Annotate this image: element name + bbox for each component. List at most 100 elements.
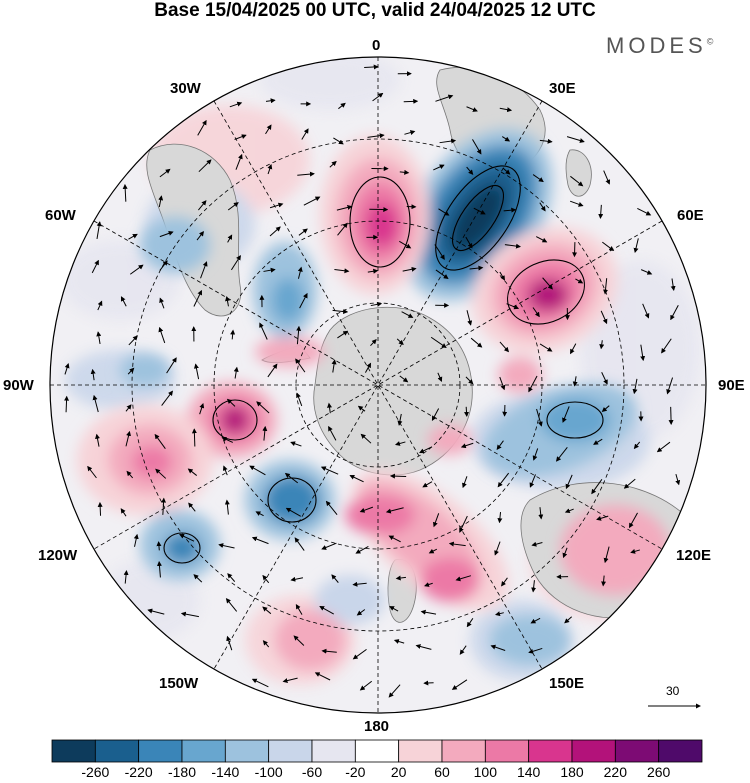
wind-arrow <box>338 102 346 110</box>
wind-arrow <box>331 359 337 373</box>
wind-arrow <box>539 343 553 352</box>
wind-arrow <box>158 195 164 208</box>
wind-arrow <box>431 408 440 421</box>
wind-arrow <box>538 507 544 520</box>
wind-arrow <box>333 137 344 145</box>
wind-arrow <box>226 635 233 651</box>
map-border <box>49 56 707 714</box>
colorbar-bin <box>138 739 183 763</box>
wind-arrow <box>455 575 472 582</box>
wind-arrow <box>640 269 653 275</box>
wind-arrow <box>197 119 207 136</box>
wind-arrow <box>198 200 207 211</box>
colorbar-tick-label: 100 <box>473 764 498 780</box>
wind-arrow <box>296 325 302 345</box>
wind-arrow <box>91 259 99 274</box>
wind-arrow <box>161 497 167 515</box>
wind-arrow <box>193 363 200 380</box>
wind-arrow <box>661 338 672 354</box>
wind-arrow <box>633 238 639 254</box>
reference-vector-label: 30 <box>666 684 680 698</box>
wind-arrow <box>599 340 605 350</box>
wind-arrow <box>198 159 212 173</box>
wind-arrow <box>128 335 138 346</box>
wind-arrow <box>499 271 505 281</box>
wind-arrow <box>575 278 584 284</box>
wind-arrow <box>370 301 383 307</box>
colorbar-bin <box>528 739 573 763</box>
wind-arrow <box>282 677 298 684</box>
colorbar-tick-label: -60 <box>301 764 323 780</box>
wind-arrow <box>632 378 638 395</box>
lon-label-180: 180 <box>364 718 390 735</box>
wind-arrow <box>299 292 308 309</box>
lon-label-30e: 30E <box>549 80 576 97</box>
wind-arrow <box>402 266 417 272</box>
wind-arrow <box>598 204 604 220</box>
wind-arrow <box>539 138 553 144</box>
wind-arrow <box>462 476 468 489</box>
colorbar-tick-label: 20 <box>390 764 407 780</box>
wind-arrow <box>372 92 384 102</box>
anomaly-shading <box>77 129 670 670</box>
wind-arrow <box>399 375 409 383</box>
wind-arrow <box>235 153 243 170</box>
wind-arrow <box>535 236 548 243</box>
wind-arrow <box>430 336 447 349</box>
wind-arrow <box>125 430 132 447</box>
lon-label-60w: 60W <box>45 207 76 224</box>
wind-arrow <box>187 468 198 476</box>
wind-arrow <box>155 468 167 479</box>
wind-arrow <box>227 202 239 211</box>
wind-arrow <box>356 609 366 616</box>
wind-arrow <box>325 500 338 515</box>
wind-arrow <box>290 441 302 447</box>
wind-arrow <box>670 305 679 321</box>
wind-arrow <box>301 128 309 140</box>
wind-arrow <box>496 440 504 451</box>
wind-arrow <box>629 512 638 529</box>
wind-arrow <box>265 124 272 135</box>
wind-arrow <box>359 680 373 691</box>
wind-arrow <box>92 394 99 413</box>
colorbar-tick-label: -220 <box>124 764 153 780</box>
colorbar-tick-label: -20 <box>345 764 366 780</box>
wind-arrow <box>256 401 270 414</box>
wind-arrow <box>497 472 510 488</box>
wind-arrow <box>96 331 102 344</box>
wind-arrow <box>397 413 403 426</box>
wind-arrow <box>565 474 573 490</box>
colorbar-bin <box>484 739 530 763</box>
wind-arrow <box>320 466 339 475</box>
wind-arrow <box>125 404 132 412</box>
wind-arrow <box>422 481 433 488</box>
brand-mark: © <box>706 36 714 47</box>
wind-arrow <box>126 470 134 479</box>
wind-vectors <box>64 64 681 698</box>
wind-arrow <box>269 202 284 209</box>
wind-arrow <box>388 684 401 698</box>
wind-arrow <box>331 574 339 583</box>
wind-arrow <box>200 261 208 279</box>
wind-arrow <box>460 442 474 449</box>
wind-arrow <box>249 465 266 476</box>
wind-arrow <box>564 508 574 514</box>
wind-arrow <box>337 330 349 339</box>
wind-arrow <box>473 207 486 215</box>
colorbar-bin <box>268 739 313 763</box>
wind-arrow <box>501 136 511 142</box>
wind-arrow <box>332 309 349 315</box>
wind-arrow <box>97 501 103 516</box>
wind-arrow <box>225 597 238 612</box>
wind-arrow <box>188 502 196 512</box>
graticule <box>50 57 706 713</box>
wind-arrow <box>675 474 681 486</box>
wind-arrow <box>596 515 609 521</box>
colorbar-bin <box>441 739 486 763</box>
wind-arrow <box>290 576 304 582</box>
wind-arrow <box>296 392 303 407</box>
wind-arrow <box>297 266 303 279</box>
colorbar-tick-label: -140 <box>211 764 240 780</box>
brand-name: MODES <box>606 33 707 58</box>
